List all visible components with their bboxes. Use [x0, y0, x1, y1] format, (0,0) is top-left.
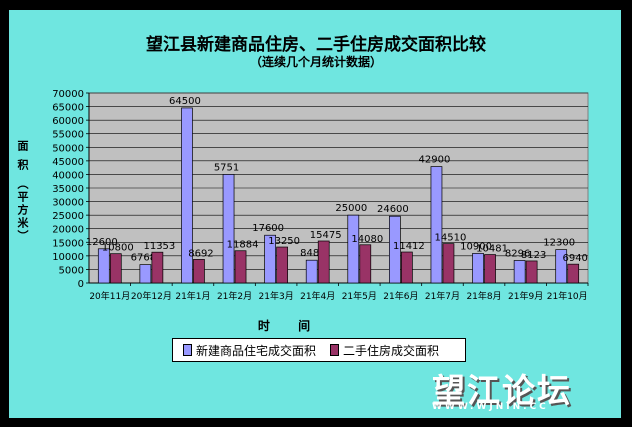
y-tick-label: 60000 — [52, 116, 84, 127]
x-axis-label: 时 间 — [257, 319, 323, 333]
legend: 新建商品住宅成交面积 二手住房成交面积 — [172, 338, 466, 362]
legend-item-new: 新建商品住宅成交面积 — [183, 342, 316, 359]
bar — [513, 260, 526, 284]
watermark: 望江论坛 WWW.WJNIN.CC — [432, 364, 628, 416]
y-tick-label: 40000 — [52, 170, 84, 181]
data-label: 6768 — [131, 253, 156, 264]
data-label: 14510 — [435, 233, 467, 244]
bar — [430, 166, 443, 284]
bar — [264, 234, 276, 284]
bar — [193, 259, 205, 284]
x-tick-label: 21年4月 — [300, 290, 335, 302]
bar — [347, 214, 360, 284]
y-tick-label: 20000 — [52, 225, 84, 236]
x-tick-label: 21年1月 — [175, 290, 210, 302]
data-label: 848 — [300, 248, 319, 259]
x-tick-label: 20年11月 — [89, 290, 130, 302]
x-tick-label: 21年10月 — [547, 290, 588, 302]
bar — [442, 243, 455, 284]
y-tick-label: 0 — [78, 279, 84, 290]
bar — [567, 263, 580, 284]
data-label: 15475 — [310, 230, 342, 241]
y-tick-label: 10000 — [52, 252, 84, 263]
chart-subtitle: （连续几个月统计数据） — [249, 55, 382, 69]
x-tick-label: 21年6月 — [383, 290, 418, 302]
x-tick-label: 21年7月 — [425, 290, 460, 302]
y-tick-label: 45000 — [52, 157, 84, 168]
data-label: 12300 — [543, 238, 575, 249]
data-label: 8123 — [521, 250, 546, 261]
data-label: 64500 — [169, 96, 201, 107]
legend-label-new: 新建商品住宅成交面积 — [196, 343, 317, 358]
y-tick-label: 55000 — [52, 130, 84, 141]
x-tick-label: 21年9月 — [508, 290, 543, 302]
bar — [97, 248, 110, 284]
bar — [181, 107, 193, 284]
bar — [555, 249, 568, 284]
y-tick-label: 35000 — [52, 184, 84, 195]
legend-label-resale: 二手住房成交面积 — [343, 343, 440, 358]
data-label: 11412 — [393, 241, 425, 252]
data-label: 17600 — [252, 223, 284, 234]
data-label: 6940 — [562, 253, 587, 264]
data-label: 13250 — [268, 236, 300, 247]
x-tick-label: 21年8月 — [466, 290, 501, 302]
bar — [151, 251, 164, 284]
data-label: 5751 — [214, 162, 239, 173]
x-tick-label: 20年12月 — [131, 290, 172, 302]
data-label: 10800 — [102, 243, 134, 254]
x-tick-label: 21年2月 — [217, 290, 252, 302]
bar — [305, 259, 318, 284]
bar — [401, 251, 413, 284]
y-tick-label: 5000 — [59, 265, 84, 276]
data-label: 10481 — [476, 244, 508, 255]
bar — [139, 264, 152, 284]
y-axis-label: 面 积 （平方米） — [16, 140, 29, 243]
data-label: 11884 — [227, 240, 259, 251]
data-label: 8296 — [505, 248, 530, 259]
watermark-logo: 望江论坛 — [432, 371, 572, 410]
data-label: 42900 — [419, 155, 451, 166]
x-tick-label: 21年5月 — [342, 290, 377, 302]
bar — [472, 253, 484, 284]
bar — [389, 215, 401, 284]
bar — [317, 240, 330, 284]
legend-item-resale: 二手住房成交面积 — [330, 342, 439, 359]
data-label: 14080 — [351, 234, 383, 245]
data-label: 12600 — [86, 237, 118, 248]
legend-swatch-new — [183, 344, 192, 356]
y-tick-label: 25000 — [52, 211, 84, 222]
bar — [109, 253, 122, 284]
chart-title: 望江县新建商品住房、二手住房成交面积比较 — [146, 35, 486, 55]
bar — [484, 254, 496, 284]
y-tick-label: 30000 — [52, 198, 84, 209]
data-label: 11353 — [143, 241, 175, 252]
data-label: 25000 — [335, 203, 367, 214]
bar — [359, 244, 372, 284]
y-tick-label: 50000 — [52, 143, 84, 154]
y-tick-label: 65000 — [52, 103, 84, 114]
data-label: 24600 — [377, 204, 409, 215]
bar — [525, 260, 538, 284]
data-label: 8692 — [188, 248, 213, 259]
data-label: 10900 — [460, 241, 492, 252]
bar — [222, 174, 235, 284]
y-tick-label: 70000 — [52, 89, 84, 100]
bar — [276, 246, 288, 284]
bar — [234, 250, 247, 284]
x-tick-label: 21年3月 — [259, 290, 294, 302]
watermark-url: WWW.WJNIN.CC — [432, 402, 549, 412]
legend-swatch-resale — [330, 344, 340, 356]
y-tick-label: 15000 — [52, 238, 84, 249]
